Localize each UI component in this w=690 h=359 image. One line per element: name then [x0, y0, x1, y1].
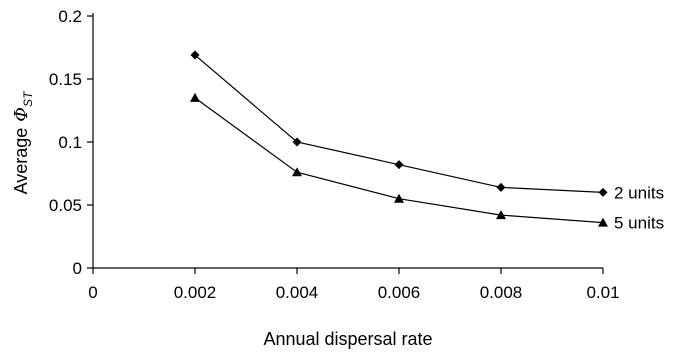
series-label: 5 units [614, 214, 664, 233]
series-layer: 2 units 5 units [190, 50, 664, 233]
diamond-marker [190, 50, 200, 60]
series-line [194, 54, 604, 193]
triangle-marker [496, 210, 506, 220]
x-tick-label: 0.002 [174, 283, 217, 302]
triangle-marker [598, 217, 608, 227]
triangle-marker [394, 193, 404, 203]
y-tick-label: 0.15 [49, 70, 82, 89]
series-label: 2 units [614, 183, 664, 202]
y-tick-label: 0 [73, 259, 82, 278]
triangle-marker [190, 92, 200, 102]
y-tick-label: 0.1 [58, 133, 82, 152]
y-axis-label: Average ΦST [11, 90, 35, 194]
diamond-marker [496, 182, 506, 192]
x-tick-label: 0.01 [586, 283, 619, 302]
diamond-marker [598, 187, 608, 197]
y-tick-label: 0.05 [49, 196, 82, 215]
x-tick-label: 0.004 [276, 283, 319, 302]
y-axis-label-text: Average [11, 128, 31, 195]
x-axis-label: Annual dispersal rate [263, 329, 432, 349]
x-tick-label: 0.008 [480, 283, 523, 302]
triangle-marker [292, 167, 302, 177]
diamond-marker [394, 160, 404, 170]
axes [92, 13, 603, 269]
series-1: 2 units [190, 50, 664, 202]
x-tick-label: 0 [88, 283, 97, 302]
diamond-marker [292, 137, 302, 147]
series-2: 5 units [190, 92, 664, 233]
y-axis-label-subscript: ST [21, 90, 35, 107]
tick-marks [87, 15, 604, 274]
y-axis-label-symbol: Φ [11, 107, 32, 122]
tick-labels: 0 0.05 0.1 0.15 0.2 0 0.002 0.004 0.006 0.008 0.01 [49, 7, 620, 302]
x-tick-label: 0.006 [378, 283, 421, 302]
y-tick-label: 0.2 [58, 7, 82, 26]
